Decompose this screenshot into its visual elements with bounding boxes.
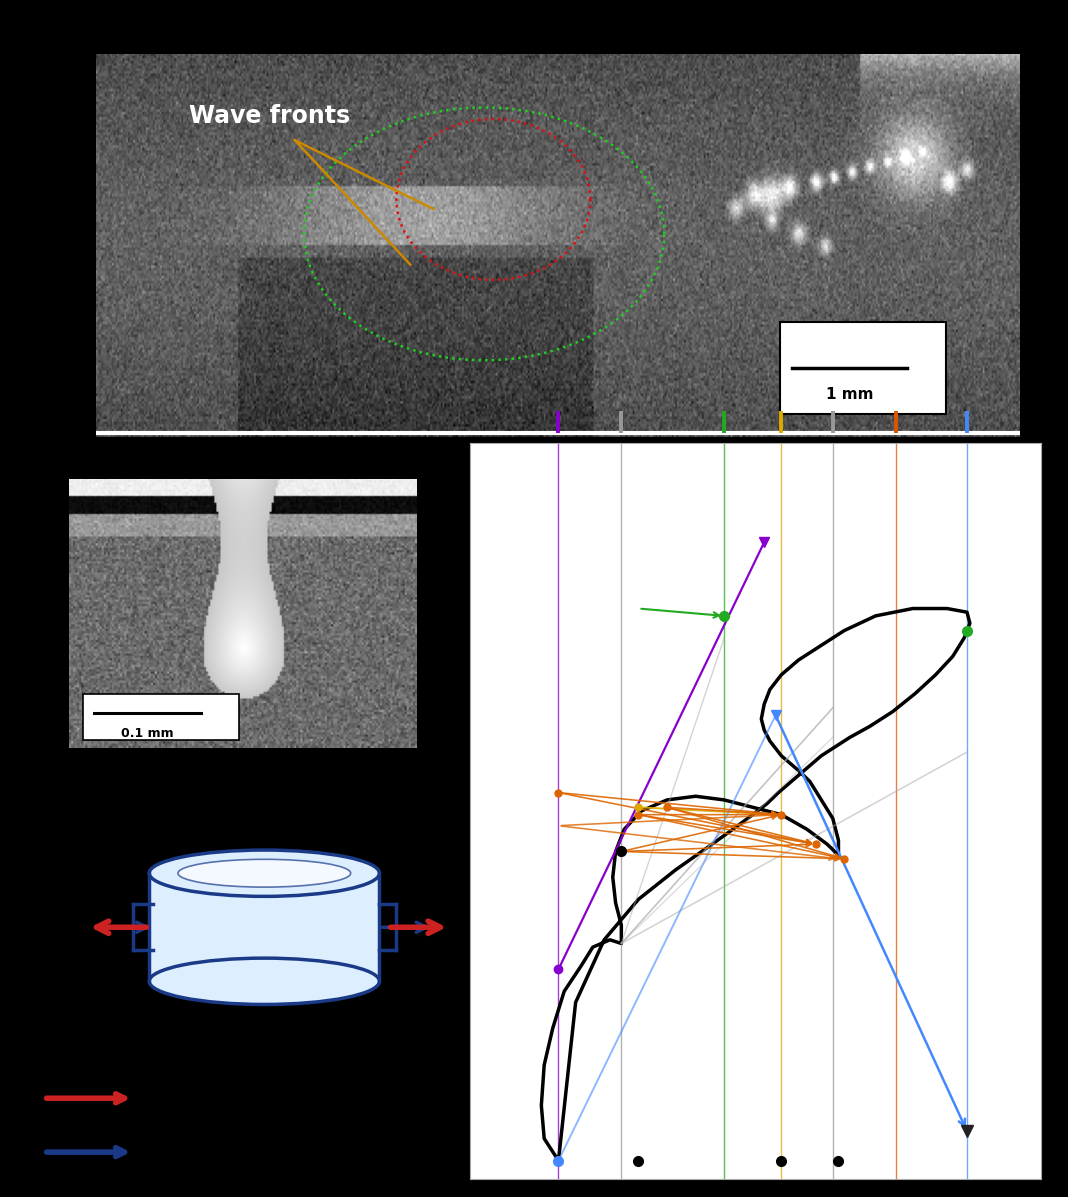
Ellipse shape <box>150 850 379 897</box>
Polygon shape <box>150 874 379 982</box>
Text: 0.1 mm: 0.1 mm <box>121 728 174 741</box>
Text: Wave fronts: Wave fronts <box>189 104 349 128</box>
FancyBboxPatch shape <box>780 322 946 414</box>
Ellipse shape <box>150 958 379 1004</box>
Text: 1 mm: 1 mm <box>826 387 874 402</box>
Ellipse shape <box>178 859 350 887</box>
FancyBboxPatch shape <box>83 694 239 740</box>
